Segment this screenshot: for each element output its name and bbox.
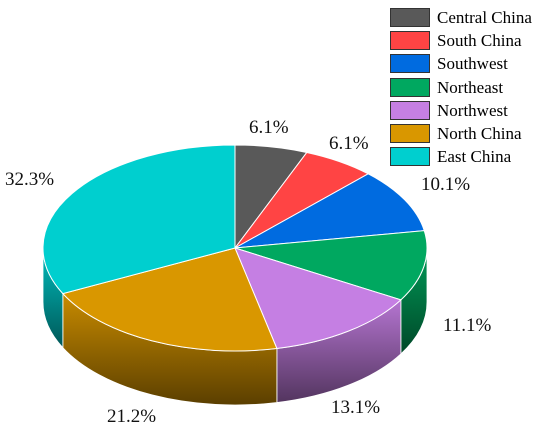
data-label-east-china: 32.3% [5,169,55,190]
legend-swatch-south-china [390,31,430,51]
legend-label-northwest: Northwest [437,100,508,120]
legend-swatch-northeast [390,77,430,97]
legend-label-southwest: Southwest [437,54,508,74]
legend: Central China South China Southwest Nort… [390,6,540,168]
pie-slice-northeast [234,230,428,301]
legend-swatch-southwest [390,54,430,74]
legend-item-south-china: South China [390,29,540,52]
data-label-southwest: 10.1% [421,174,471,195]
pie-slice-northwest [234,247,402,350]
data-label-north-china: 21.2% [107,406,157,427]
legend-swatch-northwest [390,100,430,120]
legend-swatch-east-china [390,147,430,167]
legend-item-north-china: North China [390,122,540,145]
legend-item-northeast: Northeast [390,76,540,99]
legend-item-central-china: Central China [390,6,540,29]
data-label-northwest: 13.1% [331,397,381,418]
legend-item-southwest: Southwest [390,52,540,75]
pie-slice-southwest [234,173,425,249]
legend-label-south-china: South China [437,31,522,51]
pie-top [42,144,428,352]
legend-swatch-north-china [390,124,430,144]
data-label-central-china: 6.1% [249,117,289,138]
data-label-northeast: 11.1% [443,315,492,336]
data-label-south-china: 6.1% [329,133,369,154]
pie-slice-north-china [61,247,278,352]
legend-label-central-china: Central China [437,8,532,28]
legend-label-east-china: East China [437,147,512,167]
legend-item-northwest: Northwest [390,99,540,122]
legend-label-north-china: North China [437,124,522,144]
legend-label-northeast: Northeast [437,77,504,97]
legend-swatch-central-china [390,8,430,28]
legend-item-east-china: East China [390,145,540,168]
pie-slice-east-china [42,144,236,295]
